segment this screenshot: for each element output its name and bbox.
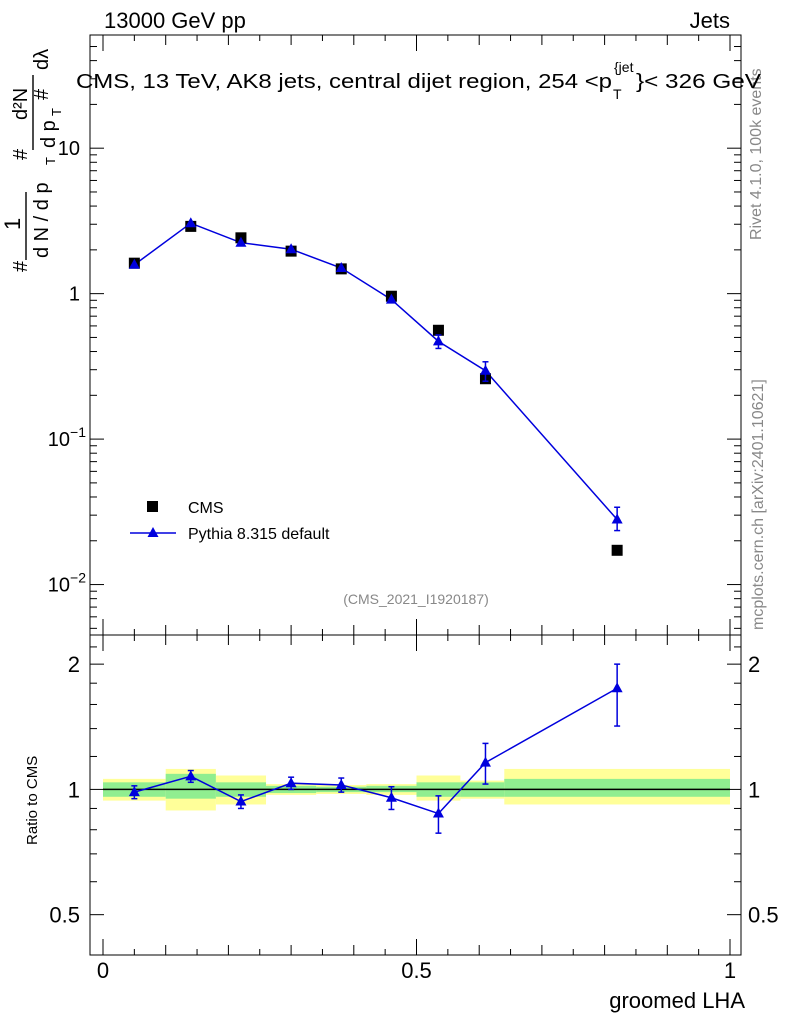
ratio-point	[385, 791, 397, 802]
ratio-point	[128, 786, 140, 797]
rivet-label: Rivet 4.1.0, 100k events	[748, 68, 765, 240]
ratio-ytick-label-right: 2	[748, 652, 760, 677]
ratio-point	[185, 770, 197, 781]
watermark: (CMS_2021_I1920187)	[343, 591, 489, 607]
plot-title-end: }< 326 GeV	[636, 71, 762, 93]
pythia-point	[479, 364, 491, 375]
ratio-point	[432, 807, 444, 818]
main-ytick-label: 1	[69, 284, 80, 306]
ratio-ylabel: Ratio to CMS	[24, 756, 41, 845]
legend-cms-label: CMS	[188, 500, 224, 517]
ratio-ytick-label-right: 1	[748, 777, 760, 802]
legend-pythia-marker	[147, 527, 159, 537]
pythia-point	[285, 243, 297, 254]
svg-text:#: #	[10, 148, 32, 160]
svg-text:dλ: dλ	[31, 49, 53, 70]
pythia-point	[335, 262, 347, 273]
pythia-point	[611, 513, 623, 524]
cms-point	[611, 544, 623, 556]
xtick-label: 0.5	[401, 958, 432, 983]
ratio-point	[235, 795, 247, 806]
ratio-ytick-label-left: 1	[68, 777, 80, 802]
legend-cms-marker	[147, 501, 158, 512]
svg-text:#: #	[31, 88, 53, 100]
pythia-line	[133, 222, 618, 521]
xlabel: groomed LHA	[609, 988, 745, 1013]
xtick-label: 0	[97, 958, 109, 983]
ratio-ytick-label-right: 0.5	[748, 903, 779, 928]
svg-text:T: T	[49, 108, 64, 116]
ratio-ytick-label-left: 0.5	[49, 903, 80, 928]
legend-pythia-label: Pythia 8.315 default	[188, 526, 330, 543]
legend: CMS Pythia 8.315 default	[130, 500, 330, 543]
ratio-panel-frame	[89, 634, 742, 956]
pythia-point	[128, 258, 140, 269]
ratio-ytick-label-left: 2	[68, 652, 80, 677]
svg-text:d p: d p	[38, 120, 60, 148]
svg-text:d²N: d²N	[10, 88, 32, 120]
svg-text:T: T	[43, 157, 58, 165]
main-ytick-label: 10−2	[48, 570, 86, 597]
main-ytick-label: 10	[58, 138, 80, 160]
pythia-point	[185, 217, 197, 228]
cms-point	[432, 324, 444, 336]
plot-title-main: CMS, 13 TeV, AK8 jets, central dijet reg…	[76, 71, 612, 93]
main-panel-frame	[89, 34, 742, 636]
plot-title-sup: {jet	[614, 59, 634, 75]
pythia-point	[432, 335, 444, 346]
main-ylabel: # 1 d N / d p T # d²N d p T # dλ	[0, 49, 64, 272]
pythia-point	[385, 293, 397, 304]
mcplots-label: mcplots.cern.ch [arXiv:2401.10621]	[750, 379, 767, 630]
ratio-point	[611, 682, 623, 693]
header-right: Jets	[690, 8, 730, 33]
svg-text:1: 1	[0, 218, 25, 230]
ratio-point	[479, 756, 491, 767]
ratio-point	[335, 778, 347, 789]
plot-title: CMS, 13 TeV, AK8 jets, central dijet reg…	[76, 59, 762, 102]
xtick-label: 1	[724, 958, 736, 983]
main-ytick-label: 10−1	[48, 424, 86, 451]
svg-text:d N / d p: d N / d p	[31, 182, 53, 258]
pythia-point	[235, 236, 247, 247]
plot-title-sub: T	[613, 86, 622, 102]
ratio-point	[285, 777, 297, 788]
header-left: 13000 GeV pp	[104, 8, 246, 33]
svg-text:#: #	[10, 260, 32, 272]
ratio-band-green	[504, 778, 730, 797]
